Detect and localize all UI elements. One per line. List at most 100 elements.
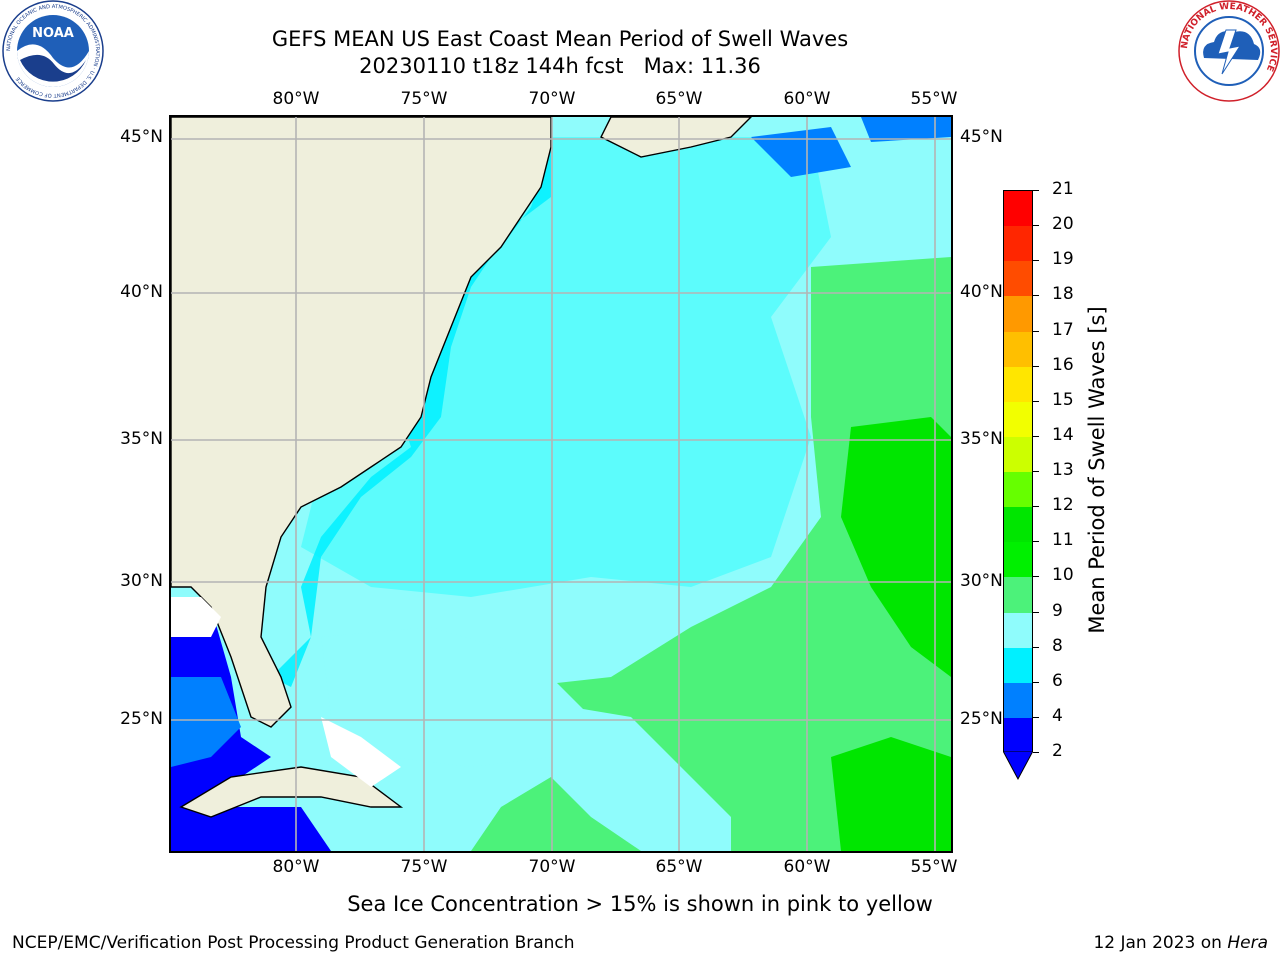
lon-label-bottom-65w: 65°W: [655, 857, 703, 877]
colorbar-segment: [1004, 401, 1032, 438]
lat-label-left-30n: 30°N: [120, 571, 163, 591]
colorbar-tick-label: 19: [1052, 249, 1074, 270]
sea-ice-footnote: Sea Ice Concentration > 15% is shown in …: [347, 892, 933, 916]
colorbar-tick-label: 20: [1052, 214, 1074, 235]
colorbar-tick-label: 2: [1052, 741, 1063, 761]
map-canvas: [171, 117, 951, 851]
colorbar-tick-mark: [1033, 400, 1039, 402]
lon-label-top-65w: 65°W: [655, 89, 703, 109]
colorbar-segment: [1004, 647, 1032, 684]
colorbar-tick-label: 11: [1052, 530, 1074, 551]
lat-label-left-45n: 45°N: [120, 127, 163, 147]
lon-label-top-60w: 60°W: [783, 89, 831, 109]
colorbar-segment: [1004, 191, 1032, 227]
colorbar-segment: [1004, 507, 1032, 543]
nws-logo: NATIONAL WEATHER SERVICE: [1178, 0, 1280, 102]
lon-label-top-70w: 70°W: [528, 89, 576, 109]
colorbar-tick-mark: [1033, 330, 1039, 332]
colorbar-segment: [1004, 682, 1032, 719]
swell-band-4s-gulf: [171, 677, 241, 767]
colorbar-tick-mark: [1033, 435, 1039, 437]
swell-band-9-10s-south: [471, 777, 641, 851]
colorbar-segment: [1004, 472, 1032, 508]
footer-date-text: 12 Jan 2023 on: [1093, 933, 1222, 953]
colorbar-segment: [1004, 612, 1032, 649]
noaa-logo: NOAA NATIONAL OCEANIC AND ATMOSPHERIC AD…: [2, 0, 104, 102]
colorbar-tick-label: 12: [1052, 495, 1074, 516]
lon-label-top-80w: 80°W: [272, 89, 320, 109]
chart-title: GEFS MEAN US East Coast Mean Period of S…: [271, 27, 849, 51]
colorbar-segment: [1004, 577, 1032, 613]
swell-band-4s-northeast: [861, 117, 951, 142]
lat-label-right-35n: 35°N: [960, 429, 1003, 449]
lon-label-bottom-70w: 70°W: [528, 857, 576, 877]
footer-host: Hera: [1227, 933, 1268, 953]
lat-label-right-25n: 25°N: [960, 709, 1003, 729]
colorbar-tick-label: 9: [1052, 600, 1063, 621]
colorbar-tick-label: 21: [1052, 179, 1074, 199]
map-panel: [169, 115, 953, 853]
colorbar-segment: [1004, 542, 1032, 578]
lat-label-left-25n: 25°N: [120, 709, 163, 729]
colorbar-tick-mark: [1033, 471, 1039, 472]
lon-label-bottom-75w: 75°W: [400, 857, 448, 877]
swell-band-9-10s: [471, 257, 951, 851]
graticule: [171, 117, 951, 851]
land-north-america: [171, 117, 552, 728]
colorbar-segment: [1004, 261, 1032, 297]
colorbar-extend-arrow: [1003, 751, 1033, 781]
colorbar-tick-mark: [1033, 646, 1039, 648]
land-cuba: [179, 766, 404, 818]
colorbar-tick-mark: [1033, 681, 1039, 683]
colorbar-tick-label: 13: [1052, 460, 1074, 480]
lat-label-right-45n: 45°N: [960, 127, 1003, 147]
noaa-logo-text: NOAA: [32, 26, 74, 41]
colorbar-tick-label: 14: [1052, 424, 1074, 445]
lon-label-bottom-80w: 80°W: [272, 857, 320, 877]
chart-subtitle: 20230110 t18z 144h fcst Max: 11.36: [359, 54, 761, 78]
colorbar-tick-label: 10: [1052, 565, 1074, 586]
colorbar-tick-mark: [1033, 752, 1039, 753]
colorbar: [1003, 190, 1033, 754]
colorbar-segment: [1004, 436, 1032, 473]
swell-band-10-11s-south: [831, 737, 951, 851]
lat-label-right-30n: 30°N: [960, 571, 1003, 591]
lat-label-left-35n: 35°N: [120, 429, 163, 449]
lon-label-top-55w: 55°W: [910, 89, 958, 109]
lon-label-bottom-55w: 55°W: [910, 857, 958, 877]
colorbar-tick-mark: [1033, 295, 1039, 297]
colorbar-tick-mark: [1033, 225, 1039, 227]
colorbar-segment: [1004, 296, 1032, 332]
colorbar-tick-mark: [1033, 260, 1039, 262]
colorbar-tick-mark: [1033, 541, 1039, 543]
colorbar-tick-mark: [1033, 716, 1039, 718]
colorbar-tick-label: 8: [1052, 635, 1063, 656]
colorbar-segment: [1004, 226, 1032, 262]
missing-data-gulf: [171, 597, 221, 637]
colorbar-segment: [1004, 366, 1032, 403]
colorbar-segment: [1004, 331, 1032, 368]
missing-data-bahamas: [321, 717, 401, 787]
colorbar-tick-mark: [1033, 190, 1039, 191]
lat-label-right-40n: 40°N: [960, 282, 1003, 302]
footer-credit: NCEP/EMC/Verification Post Processing Pr…: [12, 933, 575, 953]
colorbar-tick-mark: [1033, 506, 1039, 508]
colorbar-label: Mean Period of Swell Waves [s]: [1085, 306, 1109, 634]
swell-band-8-9s: [321, 627, 591, 767]
swell-band-10-11s: [841, 417, 951, 677]
colorbar-tick-mark: [1033, 576, 1039, 578]
colorbar-segment: [1004, 717, 1032, 754]
colorbar-tick-label: 4: [1052, 705, 1063, 726]
colorbar-tick-label: 18: [1052, 284, 1074, 305]
land-nova-scotia: [600, 117, 752, 158]
colorbar-tick-label: 16: [1052, 354, 1074, 375]
colorbar-tick-mark: [1033, 365, 1039, 367]
colorbar-tick-label: 6: [1052, 670, 1063, 691]
footer-date: 12 Jan 2023 on Hera: [1093, 933, 1268, 953]
lat-label-left-40n: 40°N: [120, 282, 163, 302]
lon-label-top-75w: 75°W: [400, 89, 448, 109]
colorbar-tick-mark: [1033, 611, 1039, 613]
lon-label-bottom-60w: 60°W: [783, 857, 831, 877]
colorbar-tick-label: 15: [1052, 389, 1074, 410]
colorbar-tick-label: 17: [1052, 319, 1074, 340]
